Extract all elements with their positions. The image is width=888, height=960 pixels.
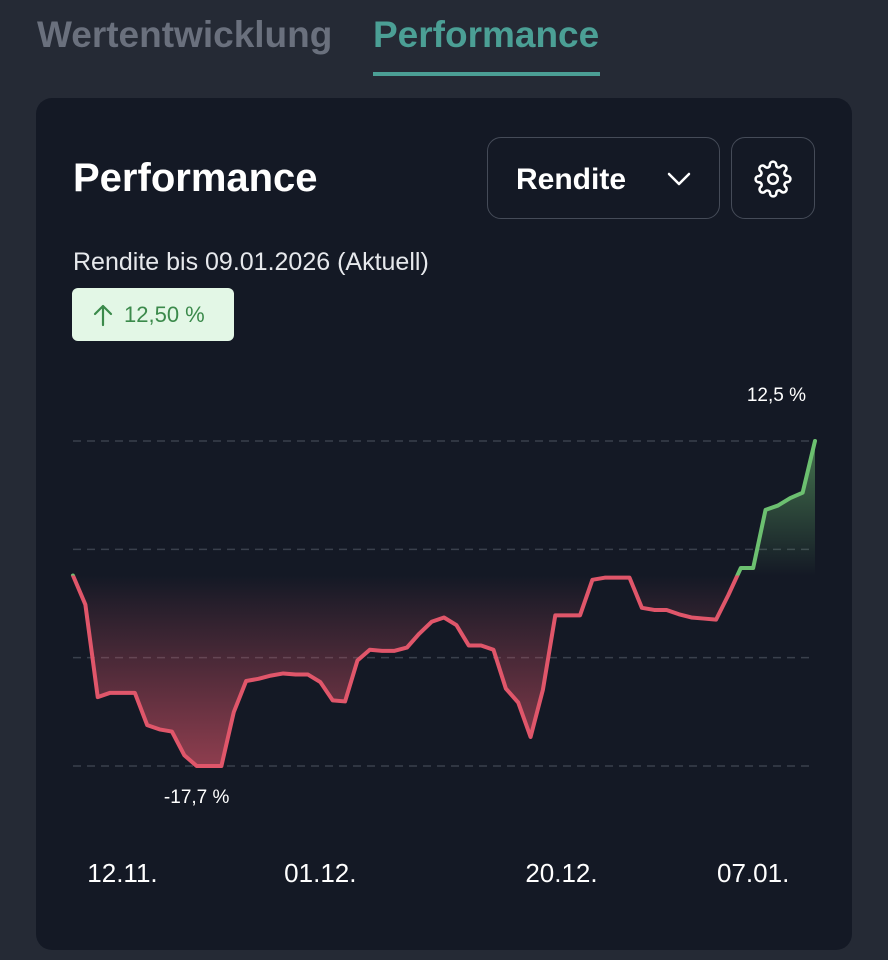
return-badge: 12,50 % bbox=[72, 288, 234, 341]
settings-button[interactable] bbox=[731, 137, 815, 219]
line bbox=[71, 439, 817, 768]
badge-value: 12,50 % bbox=[124, 302, 205, 327]
tab-underline bbox=[373, 72, 600, 76]
annotation: -17,7 % bbox=[164, 787, 230, 808]
subtitle: Rendite bis 09.01.2026 (Aktuell) bbox=[73, 248, 429, 276]
area bbox=[73, 441, 815, 766]
tab[interactable]: Wertentwicklung bbox=[37, 14, 333, 55]
chevron-icon bbox=[667, 172, 691, 186]
arrow-up-icon bbox=[93, 304, 113, 327]
x-tick-label: 07.01. bbox=[717, 858, 789, 888]
x-tick-label: 01.12. bbox=[284, 858, 356, 888]
dropdown-label: Rendite bbox=[516, 163, 627, 196]
x-tick-label: 12.11. bbox=[87, 858, 157, 888]
tab-active[interactable]: Performance bbox=[373, 14, 600, 55]
card-title: Performance bbox=[73, 156, 318, 200]
x-tick-label: 20.12. bbox=[525, 858, 597, 888]
card bbox=[36, 98, 852, 950]
gear-icon bbox=[754, 160, 792, 198]
dropdown[interactable]: Rendite bbox=[487, 137, 720, 219]
annotation: 12,5 % bbox=[747, 385, 806, 406]
